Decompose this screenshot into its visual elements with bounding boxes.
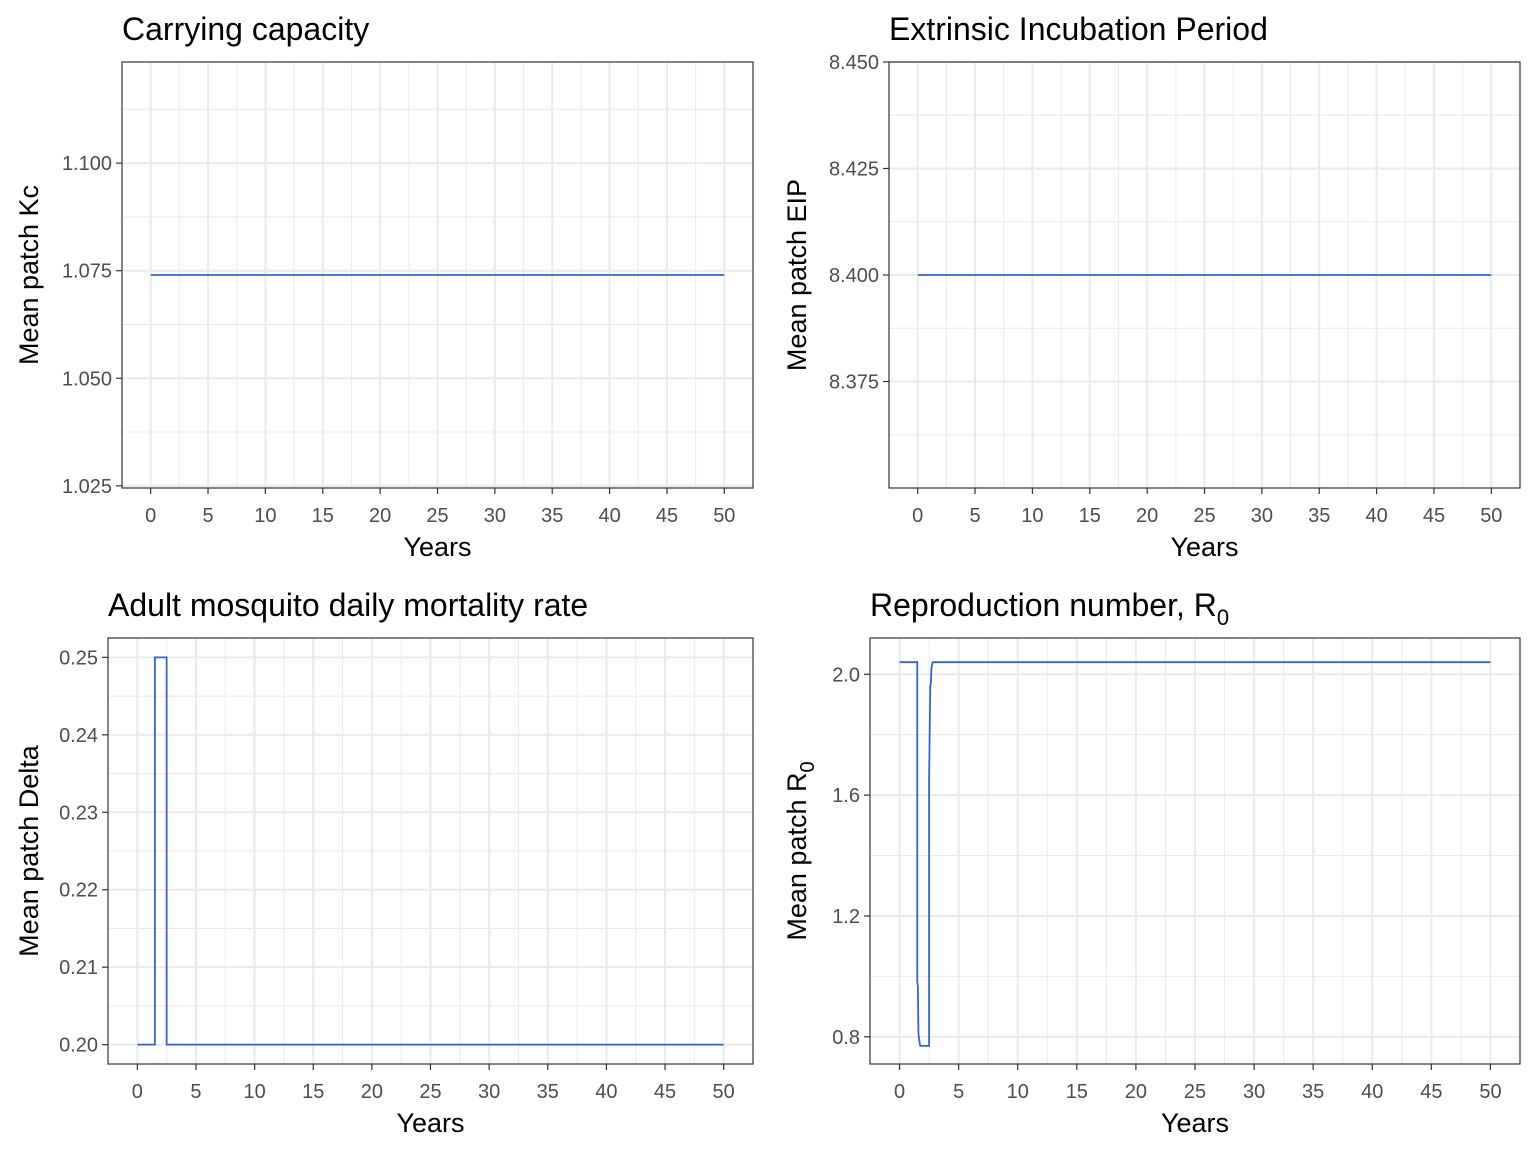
x-tick-label: 35	[537, 1081, 559, 1103]
y-tick-label: 0.20	[59, 1035, 98, 1057]
y-axis-label: Mean patch R0	[782, 761, 819, 940]
x-tick-label: 35	[1302, 1081, 1324, 1103]
x-tick-label: 30	[1251, 505, 1273, 527]
panel-title: Adult mosquito daily mortality rate	[108, 587, 588, 623]
x-tick-label: 25	[1184, 1081, 1206, 1103]
x-tick-label: 35	[1308, 505, 1330, 527]
y-tick-label: 8.450	[829, 52, 879, 74]
series-line	[137, 656, 724, 1046]
panel-title: Extrinsic Incubation Period	[889, 11, 1268, 47]
panel-title: Carrying capacity	[122, 11, 369, 47]
y-tick-label: 8.425	[829, 159, 879, 181]
x-tick-label: 40	[598, 505, 620, 527]
x-tick-label: 25	[419, 1081, 441, 1103]
x-tick-label: 0	[132, 1081, 143, 1103]
x-tick-label: 40	[595, 1081, 617, 1103]
y-tick-label: 1.025	[62, 476, 112, 498]
y-tick-label: 1.2	[832, 906, 860, 928]
x-tick-label: 15	[1079, 505, 1101, 527]
panel-title-subscript: 0	[1217, 605, 1229, 630]
x-tick-label: 40	[1361, 1081, 1383, 1103]
y-tick-label: 0.25	[59, 647, 98, 669]
y-tick-label: 8.375	[829, 372, 879, 394]
panel-delta: 0 5 10 15 20 25 30 35 40 45 50 0.20 0.21 0.22 0.23 0.24…	[14, 587, 754, 1138]
x-tick-label: 5	[202, 505, 213, 527]
x-axis-label: Years	[396, 1108, 464, 1138]
x-tick-label: 20	[361, 1081, 383, 1103]
gridlines	[869, 638, 1521, 1064]
y-axis-label: Mean patch Delta	[14, 744, 44, 957]
y-tick-label: 1.075	[62, 261, 112, 283]
x-tick-label: 20	[1136, 505, 1158, 527]
x-tick-label: 50	[713, 1081, 735, 1103]
y-tick-label: 0.24	[59, 725, 98, 747]
y-tick-label: 0.23	[59, 802, 98, 824]
x-tick-label: 5	[969, 505, 980, 527]
x-tick-label: 5	[953, 1081, 964, 1103]
y-tick-label: 1.050	[62, 368, 112, 390]
y-tick-label: 8.400	[829, 265, 879, 287]
x-tick-label: 45	[1423, 505, 1445, 527]
x-tick-label: 45	[654, 1081, 676, 1103]
x-tick-label: 35	[541, 505, 563, 527]
x-tick-label: 50	[1480, 505, 1502, 527]
series-line	[899, 661, 1491, 1047]
y-tick-label: 0.8	[832, 1027, 860, 1049]
x-tick-label: 20	[369, 505, 391, 527]
x-tick-label: 10	[243, 1081, 265, 1103]
x-axis-label: Years	[1170, 532, 1238, 562]
y-axis-label-subscript: 0	[797, 761, 819, 772]
y-tick-label: 1.6	[832, 785, 860, 807]
x-tick-label: 30	[1243, 1081, 1265, 1103]
x-tick-label: 15	[1066, 1081, 1088, 1103]
y-axis-label: Mean patch Kc	[14, 185, 44, 365]
x-tick-label: 50	[1479, 1081, 1501, 1103]
x-tick-label: 45	[1420, 1081, 1442, 1103]
x-tick-label: 5	[190, 1081, 201, 1103]
gridlines	[107, 638, 754, 1064]
x-tick-label: 50	[713, 505, 735, 527]
y-tick-label: 1.100	[62, 153, 112, 175]
x-tick-label: 15	[312, 505, 334, 527]
y-tick-label: 0.22	[59, 880, 98, 902]
x-tick-label: 0	[145, 505, 156, 527]
x-tick-label: 30	[484, 505, 506, 527]
x-tick-label: 25	[426, 505, 448, 527]
x-tick-label: 40	[1365, 505, 1387, 527]
x-tick-label: 15	[302, 1081, 324, 1103]
x-tick-label: 10	[254, 505, 276, 527]
panel-r0: 0 5 10 15 20 25 30 35 40 45 50 0.8 1.2 1.6 2.0 Reproduc…	[782, 587, 1521, 1138]
x-tick-label: 25	[1193, 505, 1215, 527]
x-axis-label: Years	[1161, 1108, 1229, 1138]
y-tick-label: 2.0	[832, 664, 860, 686]
panel-title: Reproduction number, R0	[870, 587, 1229, 630]
panel-kc: 0 5 10 15 20 25 30 35 40 45 50 1.025 1.050 1.075 1.100…	[14, 11, 754, 562]
x-tick-label: 10	[1007, 1081, 1029, 1103]
x-axis-label: Years	[403, 532, 471, 562]
x-tick-label: 20	[1125, 1081, 1147, 1103]
y-tick-label: 0.21	[59, 957, 98, 979]
x-tick-label: 0	[912, 505, 923, 527]
x-tick-label: 45	[656, 505, 678, 527]
panel-eip: 0 5 10 15 20 25 30 35 40 45 50 8.375 8.400 8.425 8.450…	[782, 11, 1521, 562]
x-tick-label: 30	[478, 1081, 500, 1103]
x-tick-label: 0	[894, 1081, 905, 1103]
x-tick-label: 10	[1021, 505, 1043, 527]
y-axis-label: Mean patch EIP	[782, 179, 812, 371]
